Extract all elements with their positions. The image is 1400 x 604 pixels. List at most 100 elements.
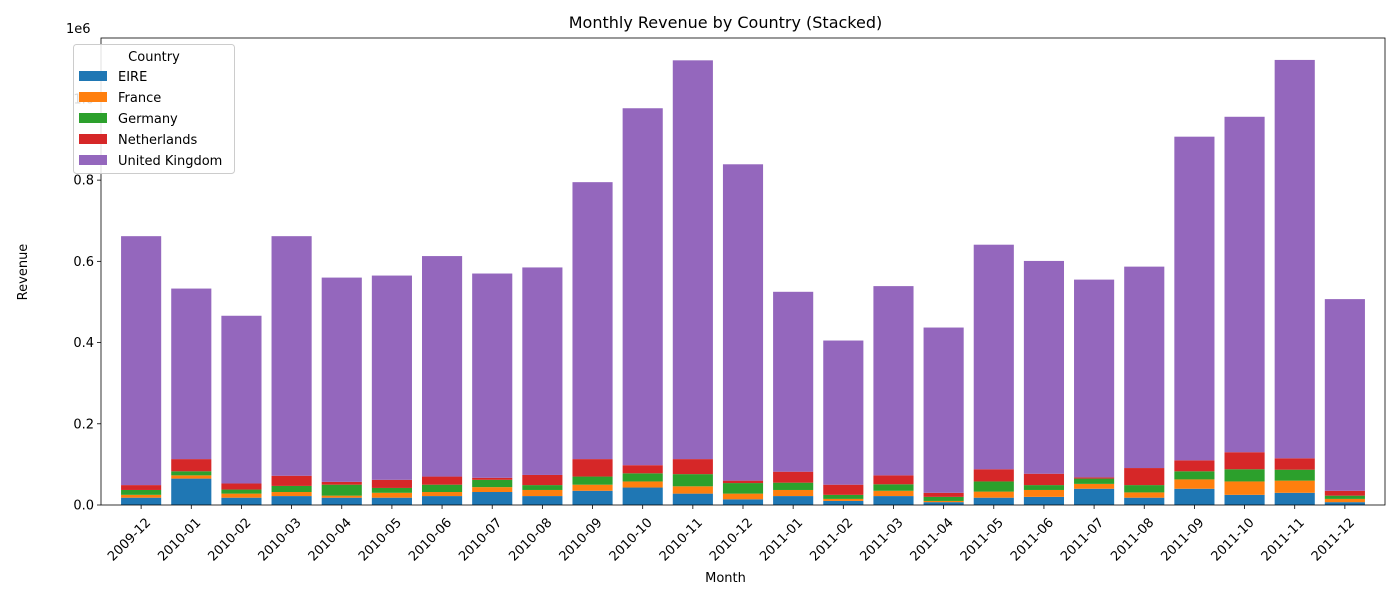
bar-segment — [522, 496, 563, 505]
bar-segment — [1274, 458, 1315, 470]
bar-segment — [472, 487, 513, 492]
bar-segment — [622, 473, 663, 482]
bar-segment — [923, 492, 964, 497]
bar-segment — [1324, 490, 1365, 496]
bar-segment — [371, 487, 412, 493]
bar-segment — [722, 480, 764, 484]
bar-segment — [1124, 492, 1165, 498]
legend-swatch — [79, 134, 107, 144]
bar-segment — [221, 493, 262, 498]
bar-segment — [923, 500, 964, 503]
bar-segment — [371, 492, 412, 498]
bar-segment — [823, 494, 864, 499]
bar-segment — [422, 256, 463, 477]
bar-segment — [422, 476, 463, 485]
bar-segment — [472, 479, 513, 488]
bar-segment — [321, 495, 362, 498]
bar-segment — [472, 477, 513, 480]
y-tick-label: 0.4 — [73, 336, 94, 351]
bar-segment — [923, 496, 964, 501]
y-tick-label: 0.8 — [73, 174, 94, 189]
bar-segment — [1324, 502, 1365, 505]
y-axis-label: Revenue — [16, 244, 31, 301]
bar-segment — [1023, 489, 1065, 497]
bar-segment — [1324, 498, 1365, 503]
bar-segment — [823, 340, 864, 485]
bar-segment — [672, 459, 713, 475]
bar-segment — [171, 459, 212, 472]
bar-segment — [622, 481, 663, 488]
bar-segment — [371, 497, 412, 505]
legend-box — [73, 44, 235, 174]
bar-segment — [672, 486, 713, 494]
bar-segment — [722, 493, 764, 500]
bar-segment — [1174, 479, 1215, 489]
legend-entry: Netherlands — [118, 133, 197, 148]
bar-segment — [1224, 452, 1265, 470]
bar-segment — [121, 236, 162, 486]
bar-segment — [572, 484, 613, 491]
bar-segment — [572, 476, 613, 485]
bars-layer — [121, 59, 1365, 505]
bar-segment — [271, 492, 312, 497]
bar-segment — [773, 489, 814, 497]
x-tick-label: 2011-06 — [1008, 515, 1057, 564]
bar-segment — [271, 236, 312, 476]
legend: Country EIRE France Germany Netherlands Unite… — [73, 44, 235, 174]
bar-segment — [422, 492, 463, 497]
bar-segment — [321, 484, 362, 496]
bar-segment — [823, 484, 864, 495]
y-tick-label: 0.0 — [73, 499, 94, 514]
x-tick-label: 2011-11 — [1259, 515, 1308, 564]
bar-segment — [773, 471, 814, 483]
bar-segment — [1224, 481, 1265, 495]
bar-segment — [1174, 460, 1215, 472]
bar-segment — [923, 502, 964, 505]
legend-entry: United Kingdom — [118, 154, 222, 169]
bar-segment — [873, 496, 914, 505]
bar-segment — [622, 487, 663, 505]
x-axis-label: Month — [705, 571, 746, 586]
bar-segment — [171, 475, 212, 479]
x-tick-label: 2010-12 — [707, 515, 756, 564]
bar-segment — [1023, 485, 1065, 490]
x-tick-label: 2010-07 — [456, 515, 505, 564]
bar-segment — [823, 498, 864, 501]
x-tick-label: 2010-01 — [155, 515, 204, 564]
bar-segment — [1074, 279, 1115, 478]
bar-segment — [522, 485, 563, 490]
x-tick-label: 2011-08 — [1108, 515, 1157, 564]
bar-segment — [121, 489, 162, 495]
bar-segment — [1224, 116, 1265, 453]
y-tick-label: 0.2 — [73, 417, 94, 432]
x-tick-label: 2010-06 — [406, 515, 455, 564]
x-tick-label: 2010-05 — [356, 515, 405, 564]
bar-segment — [422, 496, 463, 505]
bar-segment — [171, 478, 212, 505]
bar-segment — [572, 182, 613, 460]
bar-segment — [1124, 266, 1165, 469]
bar-segment — [1074, 477, 1115, 479]
x-tick-label: 2009-12 — [105, 515, 154, 564]
x-tick-label: 2011-01 — [757, 515, 806, 564]
bar-segment — [472, 273, 513, 478]
bar-segment — [171, 288, 212, 460]
bar-segment — [522, 489, 563, 497]
bar-segment — [572, 490, 613, 505]
bar-segment — [221, 315, 262, 484]
bar-segment — [422, 484, 463, 493]
legend-swatch — [79, 113, 107, 123]
bar-segment — [973, 491, 1014, 498]
bar-segment — [371, 479, 412, 488]
x-tick-label: 2011-10 — [1209, 515, 1258, 564]
bar-segment — [1074, 483, 1115, 489]
bar-segment — [1074, 488, 1115, 505]
legend-title: Country — [128, 50, 180, 65]
legend-swatch — [79, 92, 107, 102]
bar-segment — [221, 483, 262, 490]
bar-segment — [622, 108, 663, 466]
bar-segment — [271, 475, 312, 486]
y-scale-label: 1e6 — [66, 22, 91, 37]
bar-segment — [873, 484, 914, 491]
bar-segment — [522, 474, 563, 486]
